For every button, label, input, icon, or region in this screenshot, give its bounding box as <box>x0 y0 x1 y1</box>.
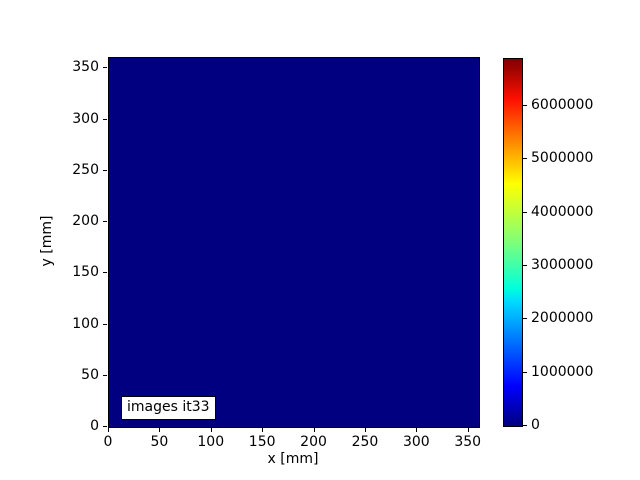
y-tick-label: 150 <box>72 264 99 281</box>
x-tick-label: 150 <box>248 434 276 450</box>
colorbar-tick-mark <box>523 425 527 426</box>
x-tick-mark <box>159 428 161 432</box>
y-tick-label: 300 <box>72 110 99 127</box>
colorbar-tick-label: 2000000 <box>531 310 594 327</box>
y-tick-label: 200 <box>72 213 99 229</box>
colorbar-tick-mark <box>523 211 527 213</box>
x-tick-mark <box>210 428 212 432</box>
colorbar-tick-mark <box>523 104 527 106</box>
colorbar-tick-label: 4000000 <box>531 203 594 220</box>
annotation-box: images it33 <box>121 396 216 420</box>
x-tick-label: 50 <box>150 434 169 450</box>
y-tick-mark <box>103 426 107 427</box>
y-tick-mark <box>103 221 107 222</box>
y-tick-mark <box>103 67 107 69</box>
heatmap-plot-area: images it33 <box>108 57 480 428</box>
y-tick-label: 0 <box>90 418 99 434</box>
x-tick-label: 350 <box>454 434 482 450</box>
x-tick-mark <box>313 428 315 432</box>
x-tick-mark <box>364 428 366 432</box>
colorbar-tick-label: 6000000 <box>531 96 594 113</box>
y-tick-label: 350 <box>72 59 99 76</box>
x-tick-mark <box>416 428 418 432</box>
y-tick-mark <box>103 323 107 325</box>
colorbar-tick-mark <box>523 158 527 160</box>
y-tick-mark <box>103 169 107 171</box>
colorbar-tick-label: 0 <box>531 417 540 433</box>
x-tick-mark <box>467 428 469 432</box>
y-tick-mark <box>103 272 107 274</box>
colorbar-tick-label: 5000000 <box>531 150 594 167</box>
x-tick-label: 200 <box>300 434 327 450</box>
colorbar-tick-mark <box>523 318 527 320</box>
colorbar-tick-label: 3000000 <box>531 256 594 273</box>
x-tick-label: 100 <box>197 434 225 450</box>
y-tick-mark <box>103 374 107 376</box>
y-tick-mark <box>103 118 107 120</box>
y-tick-label: 250 <box>72 161 99 178</box>
x-tick-label: 0 <box>103 434 113 450</box>
x-tick-label: 250 <box>351 434 379 450</box>
colorbar-tick-mark <box>523 264 527 266</box>
y-tick-label: 100 <box>72 315 99 332</box>
colorbar <box>503 58 523 427</box>
colorbar-tick-label: 1000000 <box>531 363 594 380</box>
x-tick-mark <box>262 428 264 432</box>
y-tick-label: 50 <box>81 366 99 383</box>
x-tick-mark <box>108 428 109 432</box>
colorbar-tick-mark <box>523 371 527 373</box>
annotation-text: images it33 <box>127 399 210 415</box>
x-axis-label: x [mm] <box>267 451 319 467</box>
x-tick-label: 300 <box>402 434 430 450</box>
